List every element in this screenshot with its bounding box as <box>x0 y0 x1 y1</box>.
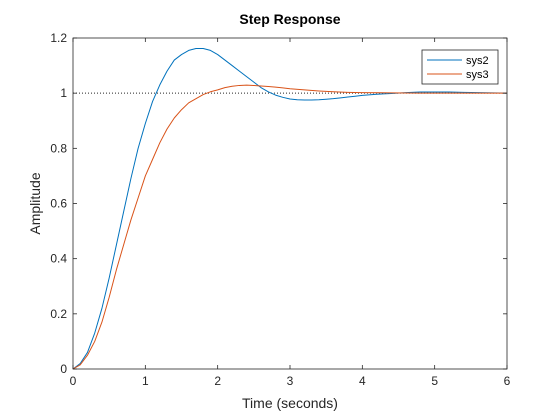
series-layer <box>72 47 508 370</box>
legend-label-sys2: sys2 <box>466 55 489 67</box>
y-tick-label: 1 <box>60 86 67 100</box>
ticks-layer: 0 1 2 3 4 5 6 0 0.2 0.4 0.6 0.8 1 1.2 <box>50 31 510 388</box>
y-tick-label: 1.2 <box>50 31 67 45</box>
y-axis-label: Amplitude <box>27 172 43 234</box>
x-tick-label: 5 <box>431 374 438 388</box>
series-line-sys3 <box>72 84 507 370</box>
x-tick-label: 2 <box>214 374 221 388</box>
y-tick-label: 0 <box>60 362 67 376</box>
y-tick-label: 0.6 <box>50 197 67 211</box>
x-tick-label: 1 <box>142 374 149 388</box>
legend-box <box>421 49 499 85</box>
x-tick-label: 6 <box>504 374 511 388</box>
legend-label-sys3: sys3 <box>466 69 489 81</box>
legend: sys2 sys3 <box>421 49 499 85</box>
x-axis-label: Time (seconds) <box>242 395 338 411</box>
y-tick-label: 0.4 <box>50 252 67 266</box>
chart-title: Step Response <box>239 11 340 27</box>
y-tick-label: 0.2 <box>50 307 67 321</box>
x-tick-label: 0 <box>70 374 77 388</box>
plot-area <box>73 38 507 369</box>
x-tick-label: 4 <box>359 374 366 388</box>
y-tick-label: 0.8 <box>50 141 67 155</box>
series-line-sys2 <box>72 47 508 370</box>
x-tick-label: 3 <box>287 374 294 388</box>
